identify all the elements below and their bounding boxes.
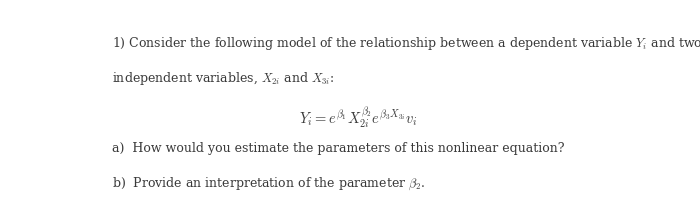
Text: $Y_i = e^{\beta_1} X_{2i}^{\beta_2} e^{\beta_3 X_{3i}} v_i$: $Y_i = e^{\beta_1} X_{2i}^{\beta_2} e^{\… [300, 106, 418, 130]
Text: b)  Provide an interpretation of the parameter $\beta_2$.: b) Provide an interpretation of the para… [112, 176, 426, 192]
Text: a)  How would you estimate the parameters of this nonlinear equation?: a) How would you estimate the parameters… [112, 142, 564, 155]
Text: independent variables, $X_{2i}$ and $X_{3i}$:: independent variables, $X_{2i}$ and $X_{… [112, 71, 335, 88]
Text: 1) Consider the following model of the relationship between a dependent variable: 1) Consider the following model of the r… [112, 35, 700, 52]
